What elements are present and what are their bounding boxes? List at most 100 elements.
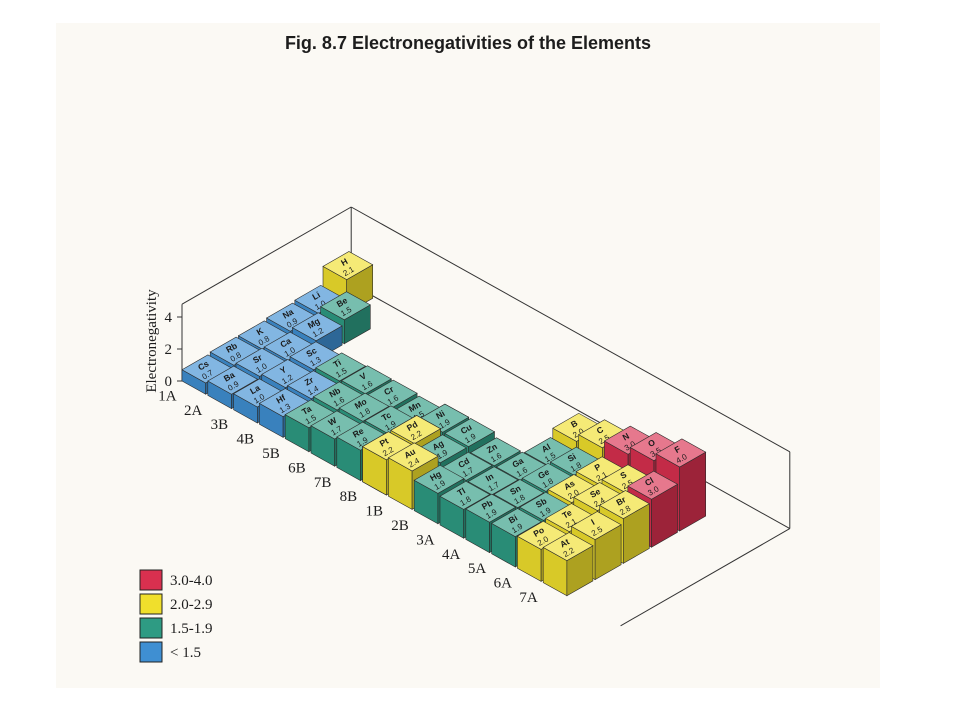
element-symbol: I [589,517,596,527]
legend-swatch [139,641,163,663]
frame-edge-right-floor [620,528,791,627]
bar-top-face [655,438,707,468]
column-label: 3B [211,417,229,433]
element-symbol: Ga [510,455,525,469]
bar-top-face [207,365,259,395]
element-symbol: Ag [431,438,446,452]
column-label: 2B [391,518,409,534]
element-symbol: Si [566,451,578,464]
column-label: 1B [365,504,383,520]
bar-top-face [627,470,679,500]
element-symbol: Ca [278,335,293,349]
bar-top-face [490,508,542,537]
y-tick-label: 0 [165,374,173,390]
element-symbol: H [339,256,349,268]
column-label: 7A [519,590,538,606]
column-label: 7B [314,475,332,491]
bar-top-face [598,490,650,519]
column-label: 1A [158,388,177,404]
element-symbol: Se [588,486,602,500]
element-symbol: Au [402,446,417,460]
legend-swatch [139,569,163,591]
element-symbol: Pd [405,419,419,433]
element-symbol: C [595,424,605,436]
bar-top-face [322,251,374,280]
element-symbol: Na [281,306,296,320]
element-symbol: P [593,461,603,473]
element-symbol: N [621,431,631,443]
element-symbol: As [562,478,577,492]
y-tick-label: 4 [165,310,173,326]
column-label: 2A [184,403,203,419]
element-symbol: Cu [459,422,474,436]
element-symbol: Sn [508,483,522,497]
bar-top-face [465,493,517,523]
bar-top-face [444,418,496,447]
column-label: 6B [288,460,306,476]
element-symbol: Ba [222,369,237,383]
element-symbol: Cd [456,456,471,470]
column-label: 5B [262,446,280,462]
element-symbol: Sb [534,496,548,510]
bar-top-face [542,532,594,561]
element-bar-at: At2.2 [542,532,594,597]
element-symbol: Be [335,295,350,309]
figure-title: Fig. 8.7 Electronegativities of the Elem… [284,33,652,53]
element-symbol: Zn [485,441,499,455]
column-label: 8B [340,489,358,505]
figure-scan: Fig. 8.7 Electronegativities of the Elem… [56,23,880,688]
element-symbol: Cs [196,358,211,372]
bar-top-face [387,442,439,472]
bar-top-face [291,312,343,342]
frame-edge-top-back [350,206,791,453]
bar-top-face [570,511,622,540]
bar-top-face [340,365,392,395]
y-axis: 0 2 4 Electronegativity [144,289,182,393]
bar-top-face [390,415,442,444]
legend-label: 2.0-2.9 [170,597,213,613]
legend-swatch [139,593,163,615]
column-label: 4B [236,432,254,448]
y-tick-label: 2 [165,342,173,358]
bar-top-face [467,466,519,496]
bar-top-face [338,392,390,422]
legend-label: < 1.5 [170,645,201,661]
column-label: 6A [494,576,512,592]
legend-label: 3.0-4.0 [170,573,213,589]
column-label: 4A [442,547,461,563]
element-symbol: Sc [304,345,318,359]
element-symbol: B [569,418,579,430]
element-symbol: Po [532,525,546,539]
column-label: 5A [468,561,487,577]
column-label: 3A [416,532,435,548]
element-symbol: Ti [331,357,342,369]
element-symbol: Nb [327,385,342,399]
element-symbol: In [484,471,496,483]
element-symbol: S [618,469,628,481]
element-symbol: Li [310,290,322,302]
bar-top-face [315,352,367,382]
element-symbol: Re [351,425,366,439]
element-symbol: La [248,382,262,396]
element-symbol: Y [278,364,288,376]
element-symbol: O [646,437,657,449]
element-symbol: Hg [428,469,443,483]
element-symbol: F [673,444,683,455]
element-symbol: Tl [456,486,468,498]
element-symbol: V [358,370,368,382]
element-symbol: Pb [480,498,494,512]
element-symbol: Rb [224,340,239,354]
legend: 3.0-4.0 2.0-2.9 1.5-1.9 < 1.5 [139,569,213,663]
y-axis-title: Electronegativity [144,289,160,393]
bar-top-face [439,480,491,510]
frame-edge-top-left [181,206,352,305]
bar-top-face [319,291,371,321]
element-symbol: K [255,325,266,337]
legend-swatch [139,617,163,639]
bar-top-face [413,464,465,494]
column-labels: 1A 2A 3B 4B 5B 6B 7B 8B 1B 2B 3A 4A 5A 6A 7A [158,388,538,606]
bar-top-face [469,437,521,467]
legend-label: 1.5-1.9 [170,621,213,637]
